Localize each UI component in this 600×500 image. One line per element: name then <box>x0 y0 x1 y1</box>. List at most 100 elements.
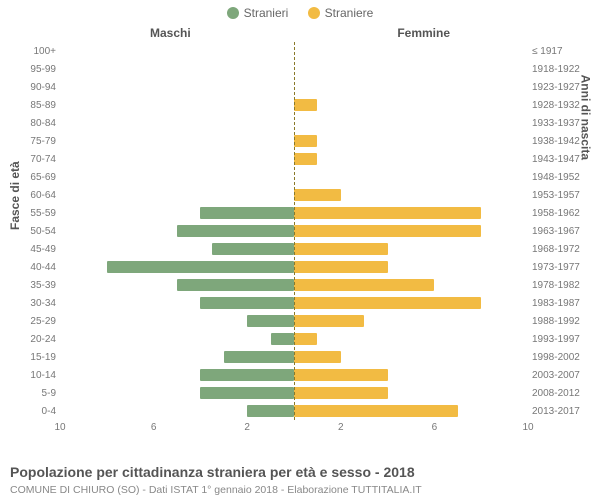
birth-year-label: ≤ 1917 <box>532 46 596 57</box>
female-half <box>294 168 528 186</box>
male-bar <box>200 207 294 220</box>
male-bar <box>200 387 294 400</box>
male-half <box>60 402 294 420</box>
x-tick: 6 <box>151 422 157 433</box>
female-half <box>294 348 528 366</box>
age-label: 50-54 <box>8 226 56 237</box>
x-tick: 2 <box>338 422 344 433</box>
birth-year-label: 1943-1947 <box>532 154 596 165</box>
female-bar <box>294 225 481 238</box>
female-half <box>294 294 528 312</box>
age-label: 90-94 <box>8 82 56 93</box>
birth-year-label: 1933-1937 <box>532 118 596 129</box>
female-half <box>294 366 528 384</box>
male-bar <box>247 405 294 418</box>
legend-label-male: Stranieri <box>244 6 289 20</box>
male-half <box>60 96 294 114</box>
female-half <box>294 132 528 150</box>
male-bar <box>247 315 294 328</box>
male-half <box>60 204 294 222</box>
x-axis: 10622610 <box>60 422 528 440</box>
female-bar <box>294 207 481 220</box>
birth-year-label: 1918-1922 <box>532 64 596 75</box>
age-label: 5-9 <box>8 388 56 399</box>
male-half <box>60 366 294 384</box>
birth-year-label: 1963-1967 <box>532 226 596 237</box>
x-tick: 6 <box>432 422 438 433</box>
female-bar <box>294 261 388 274</box>
female-half <box>294 186 528 204</box>
male-half <box>60 258 294 276</box>
center-line <box>294 42 295 420</box>
male-bar <box>107 261 294 274</box>
female-half <box>294 60 528 78</box>
x-tick: 2 <box>244 422 250 433</box>
birth-year-label: 1928-1932 <box>532 100 596 111</box>
female-half <box>294 402 528 420</box>
x-tick: 10 <box>522 422 533 433</box>
legend: Stranieri Straniere <box>0 6 600 22</box>
birth-year-label: 1953-1957 <box>532 190 596 201</box>
female-half <box>294 222 528 240</box>
female-half <box>294 312 528 330</box>
population-pyramid-chart: Stranieri Straniere Maschi Femmine Fasce… <box>0 0 600 500</box>
age-label: 65-69 <box>8 172 56 183</box>
male-half <box>60 294 294 312</box>
age-label: 35-39 <box>8 280 56 291</box>
male-bar <box>271 333 294 346</box>
age-label: 20-24 <box>8 334 56 345</box>
male-half <box>60 276 294 294</box>
female-bar <box>294 387 388 400</box>
female-half <box>294 42 528 60</box>
female-bar <box>294 243 388 256</box>
male-half <box>60 222 294 240</box>
column-title-male: Maschi <box>150 26 191 40</box>
legend-swatch-female <box>308 7 320 19</box>
male-half <box>60 312 294 330</box>
female-bar <box>294 279 434 292</box>
legend-label-female: Straniere <box>325 6 374 20</box>
chart-subtitle: COMUNE DI CHIURO (SO) - Dati ISTAT 1° ge… <box>10 484 422 496</box>
male-half <box>60 42 294 60</box>
age-label: 25-29 <box>8 316 56 327</box>
age-label: 15-19 <box>8 352 56 363</box>
female-half <box>294 78 528 96</box>
age-label: 95-99 <box>8 64 56 75</box>
male-bar <box>177 279 294 292</box>
female-half <box>294 258 528 276</box>
birth-year-label: 1993-1997 <box>532 334 596 345</box>
age-label: 75-79 <box>8 136 56 147</box>
male-bar <box>177 225 294 238</box>
birth-year-label: 2008-2012 <box>532 388 596 399</box>
legend-item-female: Straniere <box>308 6 374 20</box>
age-label: 40-44 <box>8 262 56 273</box>
male-half <box>60 384 294 402</box>
age-label: 100+ <box>8 46 56 57</box>
male-bar <box>224 351 294 364</box>
legend-item-male: Stranieri <box>227 6 289 20</box>
birth-year-label: 1978-1982 <box>532 280 596 291</box>
female-half <box>294 384 528 402</box>
female-half <box>294 114 528 132</box>
female-half <box>294 96 528 114</box>
birth-year-label: 1958-1962 <box>532 208 596 219</box>
female-bar <box>294 297 481 310</box>
male-bar <box>200 297 294 310</box>
female-bar <box>294 189 341 202</box>
male-half <box>60 78 294 96</box>
age-label: 80-84 <box>8 118 56 129</box>
age-label: 30-34 <box>8 298 56 309</box>
female-half <box>294 240 528 258</box>
plot-area: 100+≤ 191795-991918-192290-941923-192785… <box>60 42 528 420</box>
birth-year-label: 1923-1927 <box>532 82 596 93</box>
age-label: 0-4 <box>8 406 56 417</box>
birth-year-label: 1938-1942 <box>532 136 596 147</box>
legend-swatch-male <box>227 7 239 19</box>
female-half <box>294 330 528 348</box>
male-half <box>60 60 294 78</box>
age-label: 10-14 <box>8 370 56 381</box>
birth-year-label: 1973-1977 <box>532 262 596 273</box>
age-label: 55-59 <box>8 208 56 219</box>
male-half <box>60 240 294 258</box>
male-half <box>60 114 294 132</box>
